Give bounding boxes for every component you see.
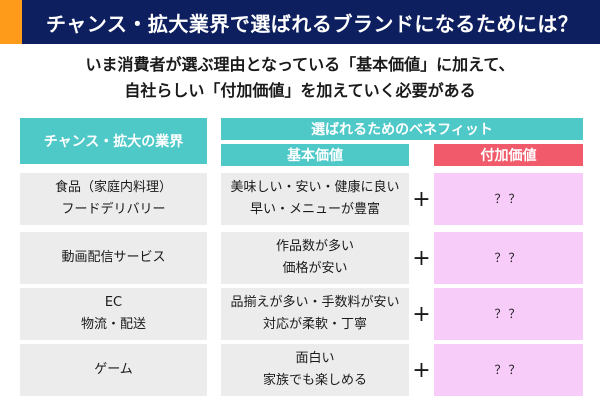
industry-line: EC — [104, 295, 123, 310]
header-base-value: 基本価値 — [221, 144, 409, 166]
added-value-cell-food: ？？ — [434, 173, 583, 225]
base-value-line: 作品数が多い — [275, 239, 354, 254]
base-value-line: 面白い — [295, 351, 335, 366]
base-value-line: 対応が柔軟・丁寧 — [262, 317, 367, 332]
added-value-cell-video: ？？ — [434, 232, 583, 284]
base-value-cell-video: 作品数が多い 価格が安い — [221, 232, 409, 284]
added-value-cell-ec: ？？ — [434, 288, 583, 340]
page-title: チャンス・拡大業界で選ばれるブランドになるためには？ — [46, 11, 579, 36]
base-value-cell-ec: 品揃えが多い・手数料が安い 対応が柔軟・丁寧 — [221, 288, 409, 340]
industry-line: フードデリバリー — [61, 202, 166, 217]
industry-line: 動画配信サービス — [61, 250, 166, 265]
title-bar: チャンス・拡大業界で選ばれるブランドになるためには？ — [0, 0, 600, 44]
header-industry: チャンス・拡大の業界 — [20, 118, 207, 164]
base-value-cell-game: 面白い 家族でも楽しめる — [221, 344, 409, 396]
base-value-line: 品揃えが多い・手数料が安い — [230, 295, 400, 310]
industry-line: ゲーム — [94, 362, 133, 377]
plus-icon: + — [412, 301, 431, 327]
industry-cell-ec: EC 物流・配送 — [20, 288, 207, 340]
industry-cell-video: 動画配信サービス — [20, 232, 207, 284]
plus-icon: + — [412, 245, 431, 271]
added-value-cell-game: ？？ — [434, 344, 583, 396]
base-value-cell-food: 美味しい・安い・健康に良い 早い・メニューが豊富 — [221, 173, 409, 225]
plus-icon: + — [412, 357, 431, 383]
industry-cell-food: 食品（家庭内料理） フードデリバリー — [20, 173, 207, 225]
subtitle-line-2: 自社らしい「付加価値」を加えていく必要がある — [124, 81, 476, 100]
header-added-value: 付加価値 — [434, 144, 583, 166]
title-accent-bar — [0, 0, 22, 44]
subtitle: いま消費者が選ぶ理由となっている「基本価値」に加えて、 自社らしい「付加価値」を… — [0, 52, 600, 104]
header-benefit: 選ばれるためのベネフィット — [221, 118, 583, 140]
base-value-line: 家族でも楽しめる — [262, 373, 367, 388]
base-value-line: 価格が安い — [282, 261, 348, 276]
subtitle-line-1: いま消費者が選ぶ理由となっている「基本価値」に加えて、 — [85, 55, 515, 74]
industry-line: 物流・配送 — [80, 317, 146, 332]
plus-icon: + — [412, 186, 431, 212]
base-value-line: 早い・メニューが豊富 — [249, 202, 380, 217]
industry-cell-game: ゲーム — [20, 344, 207, 396]
industry-line: 食品（家庭内料理） — [54, 180, 172, 195]
base-value-line: 美味しい・安い・健康に良い — [230, 180, 400, 195]
